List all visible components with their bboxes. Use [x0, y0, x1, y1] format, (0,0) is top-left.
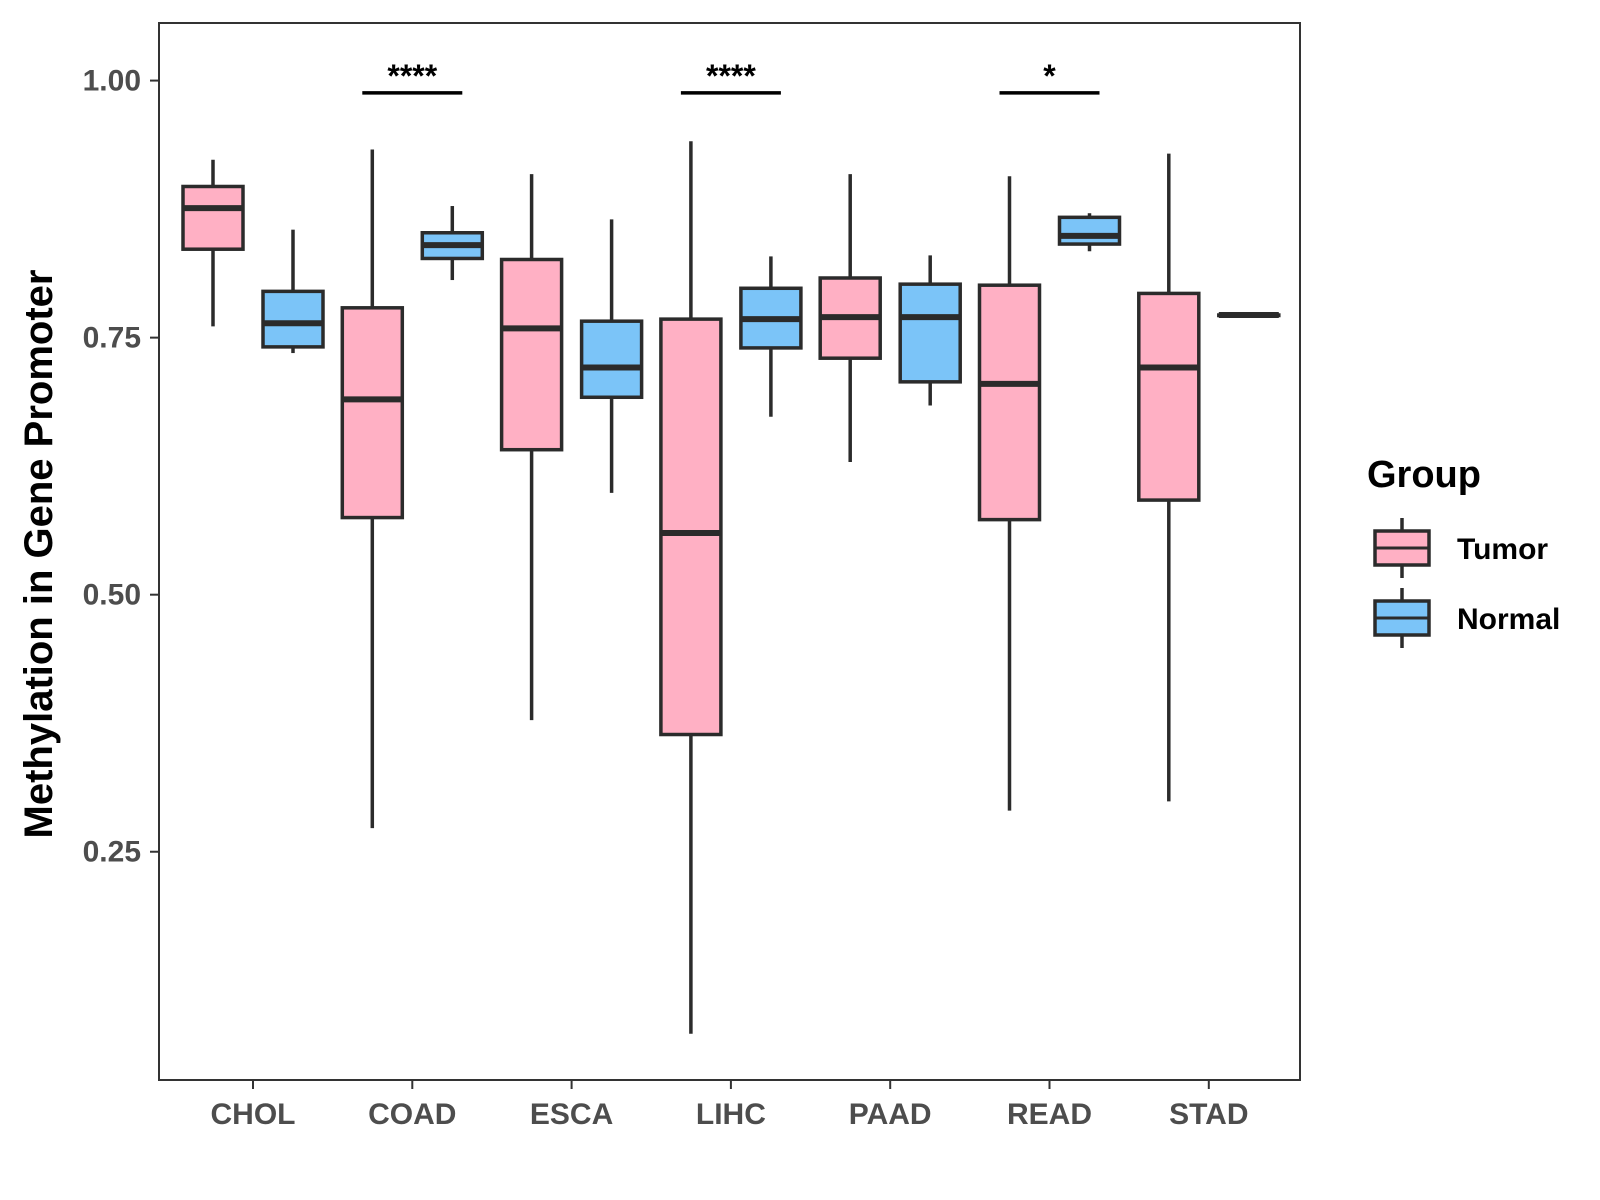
- box-normal-read: [1057, 213, 1122, 252]
- legend-item-normal: Normal: [1373, 588, 1560, 648]
- box-tumor-esca: [499, 174, 564, 721]
- box-tumor-stad: [1137, 153, 1201, 802]
- box-tumor-lihc: [659, 141, 723, 1034]
- box-tumor-paad: [818, 174, 882, 463]
- box-body-tumor-chol: [181, 184, 245, 251]
- y-axis-title: Methylation in Gene Promoter: [17, 270, 61, 839]
- box-body-normal-read: [1057, 215, 1122, 246]
- box-normal-paad: [898, 255, 962, 406]
- box-tumor-coad: [340, 149, 405, 829]
- x-tick-label-stad: STAD: [1169, 1098, 1248, 1131]
- legend-label-tumor: Tumor: [1457, 533, 1548, 566]
- significance-label-read: *: [1043, 58, 1056, 94]
- x-axis: CHOL COAD ESCA LIHC PAAD READ STAD: [211, 1080, 1249, 1131]
- significance-label-coad: ****: [387, 58, 437, 94]
- y-tick-label-0.25: 0.25: [83, 836, 141, 869]
- box-body-tumor-lihc: [659, 317, 723, 737]
- significance-label-lihc: ****: [706, 58, 756, 94]
- box-body-tumor-coad: [340, 306, 405, 520]
- box-body-normal-paad: [898, 282, 962, 384]
- x-tick-label-paad: PAAD: [849, 1098, 932, 1131]
- legend-title: Group: [1367, 454, 1481, 496]
- box-body-tumor-esca: [499, 257, 564, 452]
- x-tick-label-lihc: LIHC: [696, 1098, 766, 1131]
- legend: Group Tumor Normal: [1367, 454, 1560, 648]
- box-body-tumor-read: [977, 283, 1042, 522]
- box-normal-chol: [261, 229, 325, 354]
- box-tumor-chol: [181, 159, 245, 327]
- plot-background: [159, 23, 1300, 1080]
- box-body-tumor-stad: [1137, 291, 1201, 502]
- x-tick-label-esca: ESCA: [530, 1098, 613, 1131]
- x-tick-label-chol: CHOL: [211, 1098, 296, 1131]
- legend-label-normal: Normal: [1457, 603, 1560, 636]
- box-body-normal-esca: [579, 319, 644, 400]
- box-normal-lihc: [739, 256, 803, 417]
- box-tumor-read: [977, 176, 1042, 811]
- x-tick-label-read: READ: [1007, 1098, 1092, 1131]
- y-tick-label-0.75: 0.75: [83, 322, 141, 355]
- box-layer: [181, 141, 1281, 1034]
- box-normal-stad: [1217, 312, 1281, 319]
- box-normal-esca: [579, 219, 644, 493]
- box-normal-coad: [420, 206, 485, 281]
- y-tick-label-0.50: 0.50: [83, 579, 141, 612]
- legend-item-tumor: Tumor: [1373, 518, 1548, 578]
- box-body-normal-chol: [261, 289, 325, 349]
- y-tick-label-1.00: 1.00: [83, 65, 141, 98]
- y-axis: 0.25 0.50 0.75 1.00: [83, 65, 159, 869]
- plot-panel-border: [158, 22, 1301, 1081]
- legend-items: Tumor Normal: [1373, 518, 1560, 648]
- significance-layer: **** **** *: [362, 58, 1100, 95]
- x-tick-label-coad: COAD: [368, 1098, 456, 1131]
